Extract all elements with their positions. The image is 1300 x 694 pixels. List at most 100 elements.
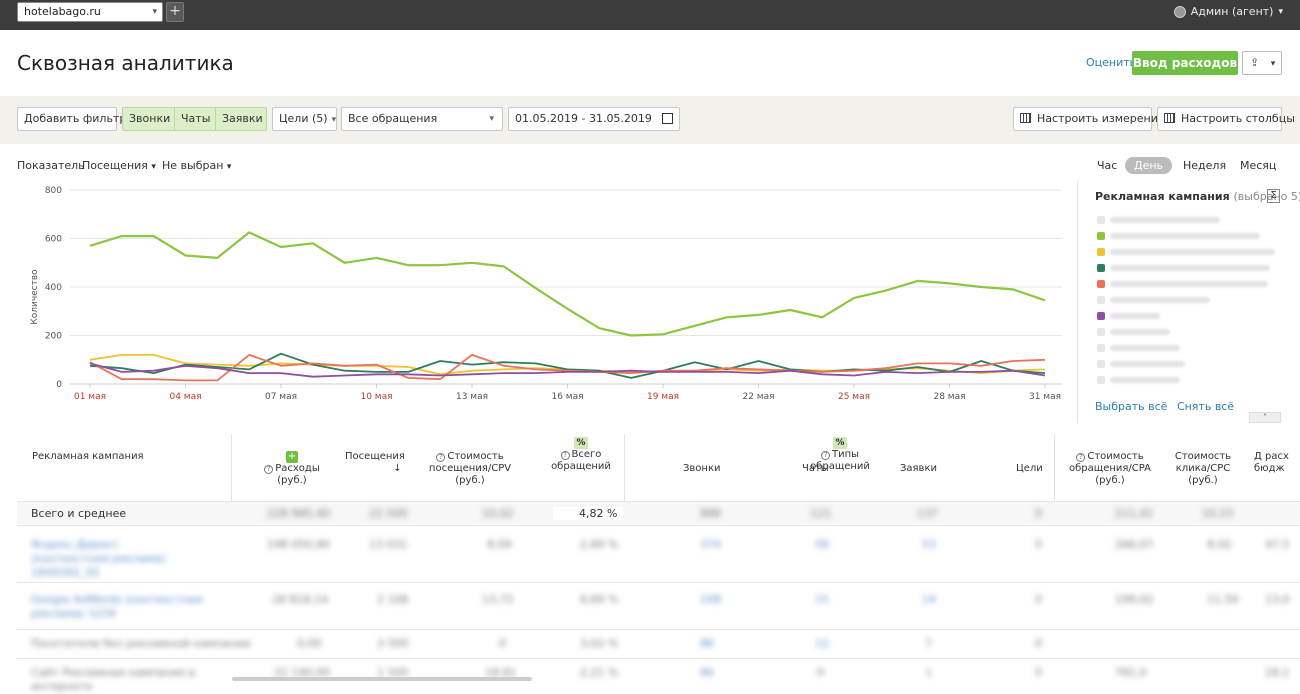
export-button[interactable]: ⇪ ▾ [1242, 51, 1282, 75]
table-cell: 8,02 [1207, 538, 1232, 551]
second-metric-select[interactable]: Не выбран ▾ [162, 159, 231, 172]
total-visits: 22 500 [369, 507, 408, 520]
chevron-down-icon: ▾ [1271, 59, 1276, 69]
legend-item-label [1110, 217, 1220, 223]
table-cell[interactable]: 86 [700, 666, 714, 679]
legend-item[interactable] [1097, 215, 1277, 225]
total-cpa: 211,41 [1115, 507, 1154, 520]
x-tick-label: 13 мая [456, 392, 488, 402]
goals-select[interactable]: Цели (5)▾ [272, 107, 337, 131]
table-row: Сайт Рекламная кампания в интернете 22 1… [17, 658, 1300, 693]
configure-dimensions-button[interactable]: Настроить измерения [1013, 107, 1152, 131]
table-cell: 2,89 % [580, 538, 618, 551]
legend-item[interactable] [1097, 375, 1277, 385]
col-expenses[interactable]: + ?Расходы (руб.) [262, 451, 322, 487]
legend-color-swatch [1097, 312, 1105, 320]
table-cell[interactable]: 1 [925, 666, 932, 679]
col-visits[interactable]: Посещения ↓ [340, 451, 410, 475]
rate-link[interactable]: Оценить [1086, 56, 1136, 69]
col-chats[interactable]: Чаты [802, 463, 829, 475]
col-campaign[interactable]: Рекламная кампания [32, 451, 144, 463]
legend-item[interactable] [1097, 343, 1277, 353]
period-week[interactable]: Неделя [1174, 157, 1235, 174]
expenses-add-icon[interactable]: + [286, 451, 298, 463]
tab-chats[interactable]: Чаты [174, 107, 216, 131]
table-cell: 0 [1035, 637, 1042, 650]
legend-item-label [1110, 233, 1260, 239]
second-metric-select-value: Не выбран [162, 159, 223, 172]
legend-item[interactable] [1097, 279, 1277, 289]
legend-item-label [1110, 377, 1180, 383]
add-filter-button[interactable]: Добавить фильтр [17, 107, 117, 131]
collapse-chart-button[interactable]: ˄ [1249, 412, 1281, 423]
table-cell[interactable]: 12 [815, 637, 829, 650]
user-menu[interactable]: Админ (агент) ▾ [1174, 5, 1283, 18]
period-month[interactable]: Месяц [1231, 157, 1285, 174]
sum-toggle-icon[interactable]: Σ [1267, 189, 1280, 203]
table-cell[interactable]: 53 [922, 538, 936, 551]
chevron-down-icon: ▾ [227, 162, 232, 172]
table-cell[interactable]: 86 [700, 637, 714, 650]
table-total-row: Всего и среднее 228 885,40 22 500 10,02 … [17, 501, 1300, 524]
table-cell[interactable]: 14 [922, 593, 936, 606]
table-cell: 781,0 [1115, 666, 1147, 679]
chevron-down-icon: ▾ [1278, 7, 1283, 17]
table-cell: 6,69 % [580, 593, 618, 606]
legend-item[interactable] [1097, 327, 1277, 337]
table-cell[interactable]: 58 [815, 538, 829, 551]
table-cell: 0,00 [297, 637, 322, 650]
horizontal-scrollbar[interactable] [232, 677, 532, 681]
col-calls[interactable]: Звонки [683, 463, 721, 475]
table-cell: 11,59 [1207, 593, 1239, 606]
col-cpv[interactable]: ?Стоимость посещения/CPV (руб.) [425, 451, 515, 487]
col-cpc[interactable]: Стоимость клика/CPC (руб.) [1170, 451, 1236, 487]
legend-color-swatch [1097, 216, 1105, 224]
deselect-all-link[interactable]: Снять всё [1177, 400, 1234, 413]
enter-expenses-button[interactable]: Ввод расходов [1132, 51, 1238, 75]
table-cell: 13,0 [1265, 593, 1290, 606]
percent-toggle[interactable]: % [833, 437, 846, 449]
period-day[interactable]: День [1125, 157, 1172, 174]
col-forms[interactable]: Заявки [900, 463, 937, 475]
total-row-label: Всего и среднее [31, 507, 126, 520]
total-cpc: 10,15 [1202, 507, 1234, 520]
add-site-button[interactable]: + [166, 2, 184, 22]
table-cell: 0 [817, 666, 824, 679]
col-cpa[interactable]: ?Стоимость обращения/CPA (руб.) [1065, 451, 1155, 487]
campaign-link[interactable]: Google AdWords (контекстная реклама) 123… [31, 593, 231, 621]
tab-forms[interactable]: Заявки [215, 107, 267, 131]
legend-item[interactable] [1097, 295, 1277, 305]
sort-desc-icon: ↓ [393, 463, 401, 474]
table-cell: 199,02 [1115, 593, 1154, 606]
col-goals[interactable]: Цели [1016, 463, 1043, 475]
table-cell[interactable]: 7 [925, 637, 932, 650]
legend-color-swatch [1097, 264, 1105, 272]
configure-columns-button[interactable]: Настроить столбцы [1157, 107, 1282, 131]
percent-toggle[interactable]: % [574, 437, 587, 449]
site-selector[interactable]: hotelabago.ru ▾ [17, 2, 163, 22]
metric-select[interactable]: Посещения ▾ [82, 159, 156, 172]
table-cell[interactable]: 374 [700, 538, 721, 551]
table-cell: 3 500 [377, 637, 409, 650]
col-total-requests[interactable]: % ?Всего обращений [550, 437, 612, 473]
legend-item[interactable] [1097, 263, 1277, 273]
calendar-icon [662, 113, 673, 124]
table-cell[interactable]: 15 [815, 593, 829, 606]
legend-item[interactable] [1097, 231, 1277, 241]
metric-label: Показатель [17, 159, 85, 172]
campaign-link[interactable]: Яндекс.Директ (контекстная реклама) 1849… [31, 538, 181, 580]
table-cell[interactable]: 108 [700, 593, 721, 606]
col-budget[interactable]: Д расх бюдж [1254, 451, 1300, 475]
legend-item[interactable] [1097, 247, 1277, 257]
chevron-down-icon: ▾ [151, 162, 156, 172]
legend-item[interactable] [1097, 359, 1277, 369]
legend-item[interactable] [1097, 311, 1277, 321]
date-range-picker[interactable]: 01.05.2019 - 31.05.2019 [508, 107, 680, 131]
requests-select[interactable]: Все обращения ▾ [341, 107, 503, 131]
goals-select-label: Цели (5) [279, 112, 328, 125]
legend-item-label [1110, 297, 1210, 303]
select-all-link[interactable]: Выбрать всё [1095, 400, 1167, 413]
period-hour[interactable]: Час [1088, 157, 1126, 174]
tab-calls[interactable]: Звонки [122, 107, 175, 131]
